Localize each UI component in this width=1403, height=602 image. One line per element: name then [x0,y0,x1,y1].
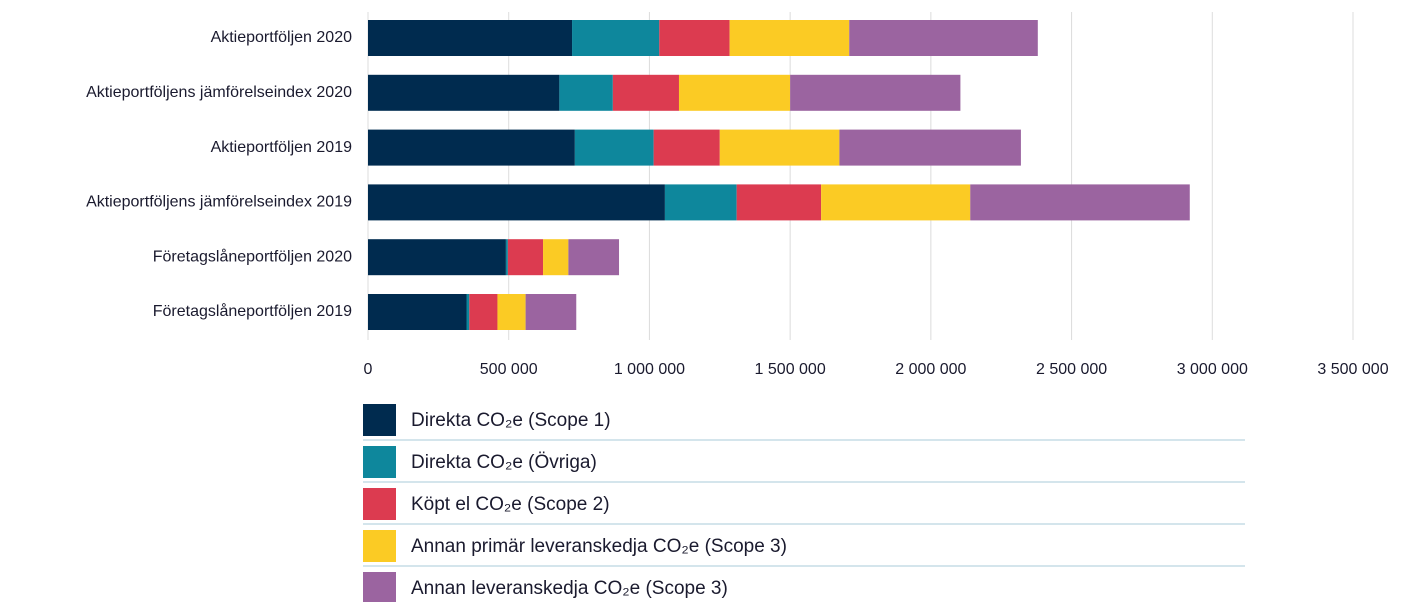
y-tick-label: Aktieportföljen 2020 [211,29,353,46]
x-tick-label: 1 000 000 [614,361,685,378]
bar-segment [368,129,575,166]
legend-label: Köpt el CO₂e (Scope 2) [411,494,610,515]
legend-swatch [363,404,396,436]
bar-segment [466,294,470,330]
bar-segment [368,74,560,111]
y-tick-label: Aktieportföljens jämförelseindex 2019 [86,194,352,211]
legend-swatch [363,446,396,478]
legend-swatch [363,530,396,562]
bar-segment [543,239,569,276]
legend-label: Direkta CO₂e (Övriga) [411,452,597,473]
bar-segment [659,20,730,56]
bar-segment [729,20,850,56]
y-tick-label: Aktieportföljens jämförelseindex 2020 [86,84,352,101]
bar-segment [653,129,720,166]
bar-segment [505,239,508,276]
bar-segment [849,20,1038,56]
y-tick-label: Företagslåneportföljen 2019 [153,302,352,320]
bar-segment [664,184,737,221]
legend-label: Annan leveranskedja CO₂e (Scope 3) [411,578,728,599]
x-tick-label: 2 500 000 [1036,361,1107,378]
bar-segment [574,129,654,166]
bar-segment [559,74,613,111]
bar-segment [719,129,840,166]
x-tick-label: 3 500 000 [1317,361,1388,378]
bar-segment [497,294,526,330]
bar-segment [572,20,660,56]
x-tick-label: 1 500 000 [755,361,826,378]
x-tick-label: 500 000 [480,361,538,378]
bar-segment [678,74,791,111]
bar-segment [839,129,1021,166]
x-tick-label: 2 000 000 [895,361,966,378]
y-tick-label: Aktieportföljen 2019 [211,139,353,156]
bar-segment [790,74,961,111]
bar-segment [525,294,577,330]
bar-segment [568,239,620,276]
legend-label: Annan primär leveranskedja CO₂e (Scope 3… [411,536,787,557]
x-tick-label: 3 000 000 [1177,361,1248,378]
y-tick-label: Företagslåneportföljen 2020 [153,247,352,265]
bar-segment [612,74,679,111]
bar-segment [368,239,506,276]
legend-swatch [363,572,396,602]
bar-segment [970,184,1190,221]
bar-segment [736,184,822,221]
bar-segment [507,239,544,276]
bar-segment [368,184,665,221]
x-tick-label: 0 [364,361,373,378]
bar-segment [469,294,498,330]
bar-segment [368,294,467,330]
legend-swatch [363,488,396,520]
bar-segment [821,184,971,221]
bar-segment [368,20,573,56]
legend-label: Direkta CO₂e (Scope 1) [411,410,611,431]
